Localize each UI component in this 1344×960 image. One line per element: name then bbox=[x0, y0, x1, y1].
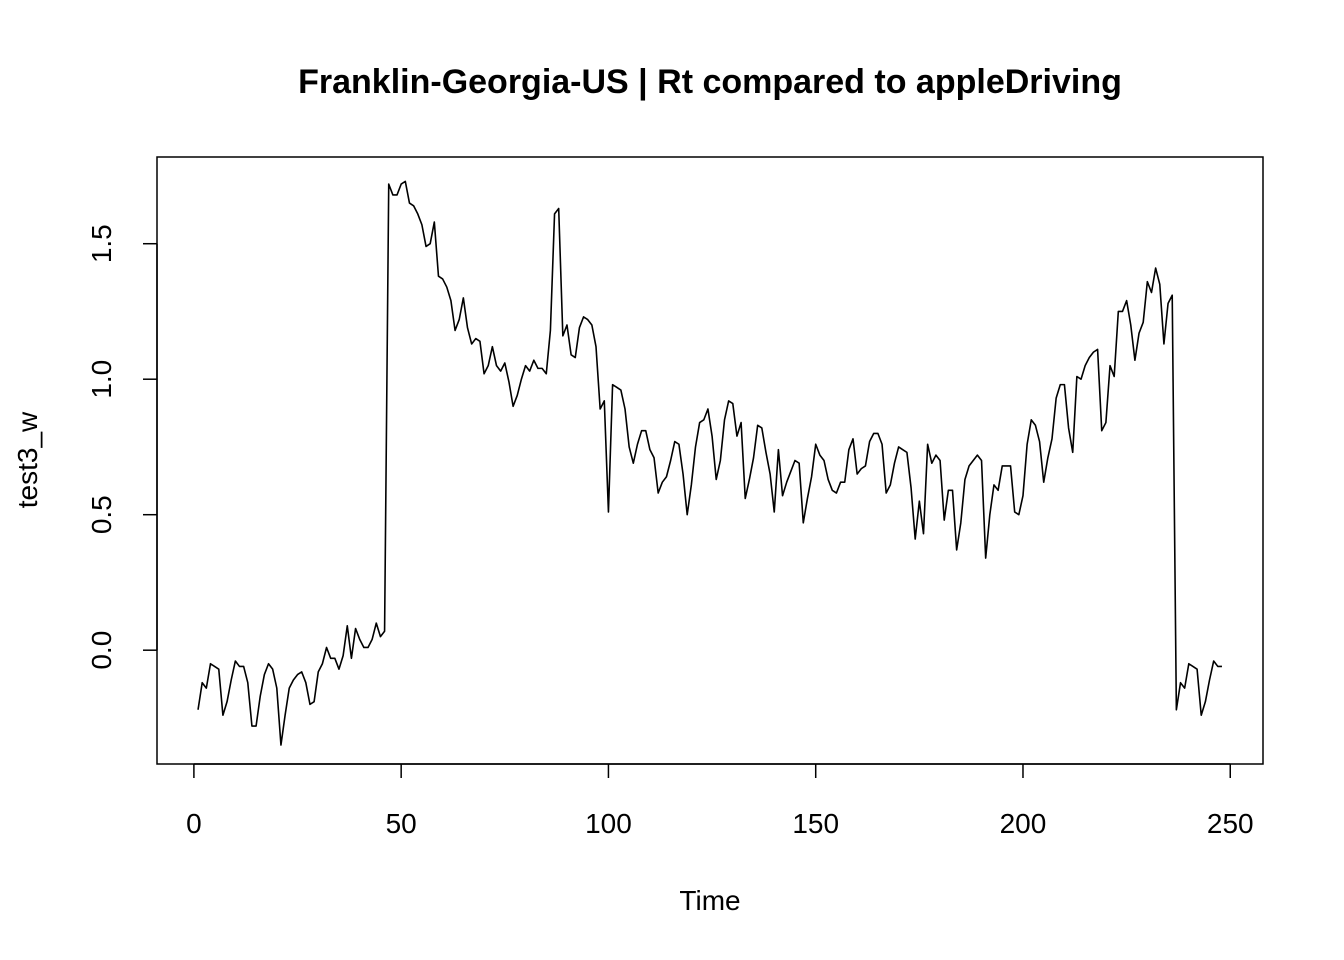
x-tick-label: 50 bbox=[386, 808, 417, 839]
plot-frame bbox=[156, 156, 1264, 765]
chart-title: Franklin-Georgia-US | Rt compared to app… bbox=[298, 63, 1122, 101]
x-tick-label: 150 bbox=[792, 808, 839, 839]
x-axis: 0 50 100 150 200 250 bbox=[186, 763, 1254, 839]
y-tick-label: 0.0 bbox=[86, 631, 117, 670]
x-tick-label: 0 bbox=[186, 808, 202, 839]
y-axis: 0.0 0.5 1.0 1.5 bbox=[86, 224, 158, 670]
x-axis-label: Time bbox=[679, 885, 740, 916]
y-tick-label: 1.0 bbox=[86, 360, 117, 399]
y-tick-label: 1.5 bbox=[86, 224, 117, 263]
x-tick-label: 100 bbox=[585, 808, 632, 839]
y-tick-label: 0.5 bbox=[86, 495, 117, 534]
series-line bbox=[197, 180, 1222, 746]
x-tick-label: 250 bbox=[1207, 808, 1254, 839]
y-axis-label: test3_w bbox=[12, 411, 43, 508]
x-tick-label: 200 bbox=[1000, 808, 1047, 839]
